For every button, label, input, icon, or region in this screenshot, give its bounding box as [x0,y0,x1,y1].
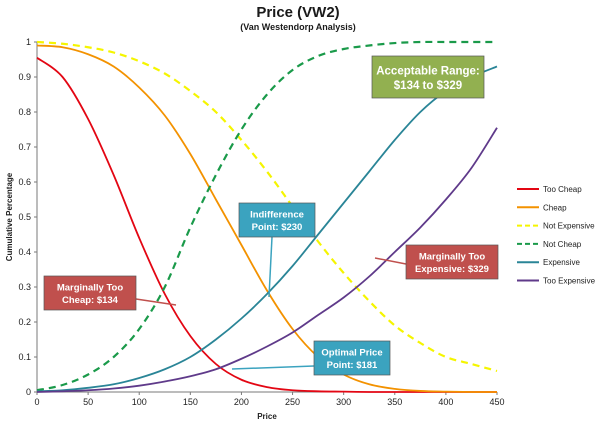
y-axis-label: Cumulative Percentage [5,172,14,261]
legend-label: Too Expensive [543,277,596,286]
ticks: 0 50 100 150 200 250 300 350 400 450 0 0.1 0.2 0.3 0.4… [18,37,504,407]
annotation-text: Acceptable Range: [376,66,480,78]
annotation-box [371,55,485,99]
annotation-leader [374,257,407,265]
annotation-text: Point: $181 [327,360,378,371]
annotation-box [405,244,499,280]
x-tick-label: 250 [285,397,300,407]
series-lines [36,40,498,393]
y-tick-label: 0.3 [18,282,31,292]
annotation-leader [135,298,177,306]
x-tick-label: 350 [387,397,402,407]
annotation-text: $134 to $329 [394,80,462,92]
annotation-text: Optimal Price [321,348,382,359]
y-tick-label: 0.5 [18,212,31,222]
y-tick-label: 0 [26,387,31,397]
y-tick-label: 0.6 [18,177,31,187]
annotation-leaders [135,236,407,370]
y-tick-label: 0.7 [18,142,31,152]
x-tick-label: 50 [83,397,93,407]
annotation-text: Indifference [250,210,304,221]
x-tick-label: 300 [336,397,351,407]
legend-label: Not Cheap [543,240,582,249]
annotation-box [238,202,316,238]
x-axis-label: Price [257,412,277,421]
x-tick-label: 100 [132,397,147,407]
annotation-leader [268,236,273,298]
annotation-text: Marginally Too [419,252,486,263]
x-tick-label: 0 [34,397,39,407]
annotation-text: Point: $230 [252,222,303,233]
x-tick-label: 450 [489,397,504,407]
annotation-text: Marginally Too [57,283,124,294]
y-tick-label: 0.9 [18,72,31,82]
legend-label: Cheap [543,203,567,212]
x-tick-label: 400 [438,397,453,407]
annotation-box [313,340,391,376]
legend-label: Too Cheap [543,185,582,194]
annotation-box [43,275,137,311]
annotation-text: Expensive: $329 [415,264,489,275]
chart-subtitle: (Van Westendorp Analysis) [240,22,356,32]
series-line-expensive [36,65,498,393]
annotation-leader [231,365,315,370]
annotation-text: Cheap: $134 [62,295,119,306]
y-tick-label: 0.1 [18,352,31,362]
series-line-too-cheap [36,57,497,393]
y-tick-label: 1 [26,37,31,47]
legend-label: Not Expensive [543,222,595,231]
series-line-cheap [36,44,498,393]
annotations: Acceptable Range: $134 to $329 Indifferenc… [43,55,499,376]
series-line-too-expensive [36,127,498,393]
x-tick-label: 150 [183,397,198,407]
x-tick-label: 200 [234,397,249,407]
y-tick-label: 0.4 [18,247,31,257]
y-tick-label: 0.8 [18,107,31,117]
legend-label: Expensive [543,258,580,267]
annotation-callout: Acceptable Range: $134 to $329 [371,55,485,99]
y-tick-label: 0.2 [18,317,31,327]
series-line-not-expensive [36,40,498,373]
chart-title: Price (VW2) [256,4,339,21]
legend: Too Cheap Cheap Not Expensive Not Cheap Expe… [517,185,596,286]
series-line-not-cheap [36,40,497,392]
